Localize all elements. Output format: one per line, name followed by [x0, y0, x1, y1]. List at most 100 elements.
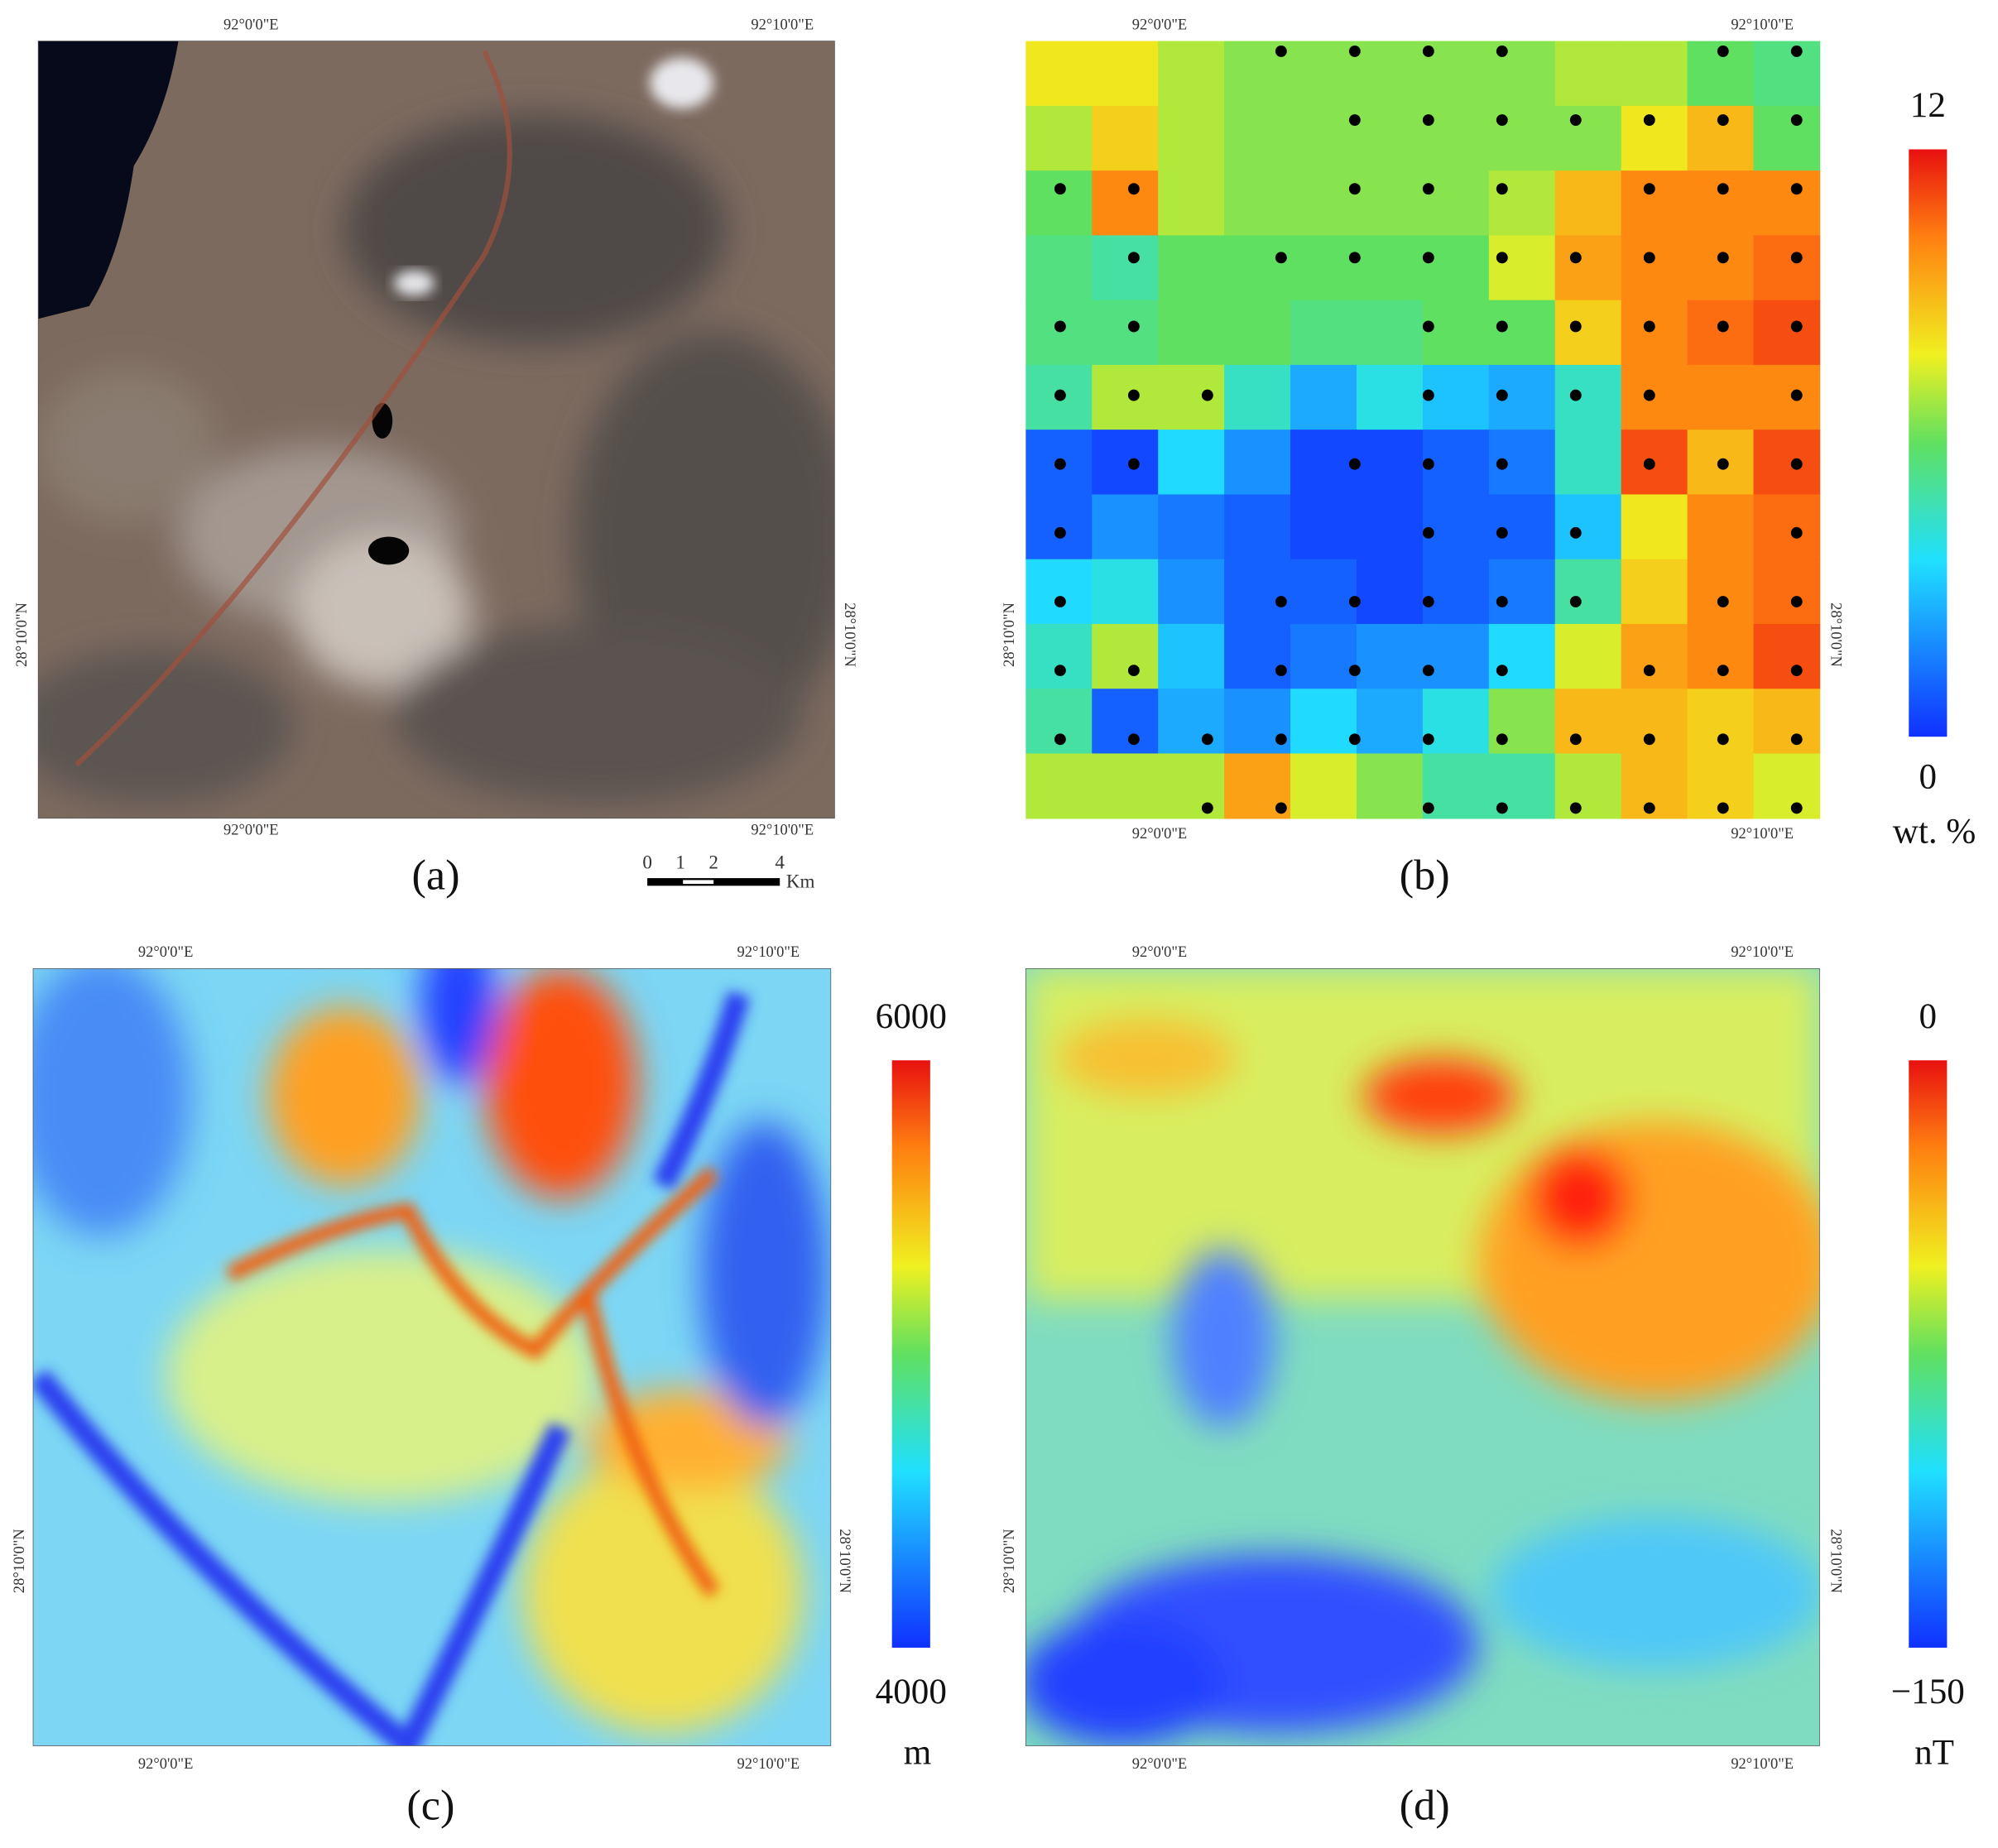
sample-point	[1422, 45, 1434, 57]
grid-cell	[1092, 559, 1159, 625]
sample-point	[1717, 802, 1729, 814]
sample-point	[1643, 733, 1655, 746]
sample-point	[1496, 458, 1508, 470]
grid-cell	[1554, 753, 1622, 819]
colorbar-unit: wt. %	[1893, 813, 1976, 852]
grid-cell	[1290, 623, 1357, 689]
grid-cell	[1422, 559, 1490, 625]
grid-cell	[1488, 559, 1556, 625]
grid-cell	[1687, 300, 1755, 366]
grid-cell	[1356, 430, 1424, 496]
scale-tick-label: 0	[642, 851, 652, 872]
sample-point	[1348, 114, 1361, 126]
grid-cell	[1621, 105, 1688, 171]
grid-cell	[1554, 559, 1622, 625]
grid-cell	[1025, 105, 1093, 171]
grid-cell	[1621, 170, 1688, 237]
elevation-map	[33, 968, 831, 1746]
grid-cell	[1290, 300, 1357, 366]
longitude-label: 92°0'0"E	[223, 821, 278, 838]
grid-cell	[1621, 494, 1688, 560]
scale-tick-label: 2	[708, 851, 718, 872]
sample-point	[1275, 802, 1287, 814]
longitude-label: 92°0'0"E	[1132, 1755, 1187, 1772]
grid-cell	[1290, 559, 1357, 625]
grid-cell	[1356, 559, 1424, 625]
sample-point	[1496, 320, 1508, 333]
sample-point	[1790, 458, 1803, 470]
sample-point	[1717, 665, 1729, 677]
grid-cell	[1687, 170, 1755, 237]
sample-point	[1054, 733, 1066, 746]
panel-label: (d)	[1400, 1781, 1450, 1829]
longitude-label: 92°0'0"E	[1132, 943, 1187, 960]
grid-cell	[1753, 300, 1821, 366]
sample-point	[1790, 389, 1803, 401]
grid-cell	[1488, 235, 1556, 301]
grid-cell	[1158, 300, 1225, 366]
longitude-label: 92°0'0"E	[1132, 825, 1187, 842]
longitude-label: 92°10'0"E	[737, 943, 800, 960]
sample-point	[1569, 114, 1582, 126]
longitude-label: 92°0'0"E	[1132, 16, 1187, 32]
grid-cell	[1356, 689, 1424, 755]
grid-cell	[1025, 170, 1093, 237]
sample-point	[1348, 183, 1361, 195]
longitude-label: 92°0'0"E	[138, 1755, 193, 1772]
sample-point	[1496, 526, 1508, 539]
sample-point	[1275, 596, 1287, 607]
grid-cell	[1621, 41, 1688, 107]
grid-cell	[1025, 494, 1093, 560]
grid-cell	[1687, 494, 1755, 560]
longitude-label: 92°10'0"E	[1731, 16, 1794, 32]
sample-point	[1496, 114, 1508, 126]
sample-point	[1717, 252, 1729, 264]
magnetic-map	[1025, 968, 1820, 1746]
grid-cell	[1488, 494, 1556, 560]
sample-point	[1569, 389, 1582, 401]
grid-cell	[1621, 689, 1688, 755]
grid-cell	[1488, 300, 1556, 366]
grid-cell	[1025, 300, 1093, 366]
colorbar	[891, 1060, 930, 1648]
grid-cell	[1158, 430, 1225, 496]
grid-cell	[1687, 623, 1755, 689]
sample-point	[1348, 596, 1361, 607]
sample-point	[1643, 114, 1655, 126]
sample-point	[1717, 183, 1729, 195]
grid-cell	[1224, 494, 1291, 560]
colorbar	[1909, 149, 1948, 737]
grid-cell	[1290, 494, 1357, 560]
grid-cell	[1290, 235, 1357, 301]
latitude-label: 28°10'0"N	[11, 1529, 27, 1593]
grid-cell	[1753, 235, 1821, 301]
sample-point	[1643, 389, 1655, 401]
sample-point	[1569, 596, 1582, 607]
panel-label: (c)	[406, 1781, 454, 1829]
sample-point	[1790, 596, 1803, 607]
grid-cell	[1356, 235, 1424, 301]
sample-point	[1790, 45, 1803, 57]
grid-cell	[1422, 105, 1490, 171]
colorbar-max: 12	[1910, 86, 1946, 125]
grid-cell	[1554, 105, 1622, 171]
grid-cell	[1422, 494, 1490, 560]
sample-point	[1643, 802, 1655, 814]
sample-point	[1127, 252, 1140, 264]
sample-point	[1054, 389, 1066, 401]
sample-point	[1717, 458, 1729, 470]
sample-point	[1422, 252, 1434, 264]
sample-point	[1348, 458, 1361, 470]
grid-cell	[1158, 364, 1225, 430]
sample-point	[1054, 526, 1066, 539]
sample-point	[1496, 665, 1508, 677]
grid-cell	[1290, 41, 1357, 107]
grid-cell	[1290, 364, 1357, 430]
grid-cell	[1687, 364, 1755, 430]
sample-point	[1422, 526, 1434, 539]
grid-cell	[1621, 623, 1688, 689]
sample-point	[1054, 458, 1066, 470]
sample-point	[1275, 45, 1287, 57]
panel-frame	[32, 967, 832, 1746]
sample-point	[1496, 252, 1508, 264]
